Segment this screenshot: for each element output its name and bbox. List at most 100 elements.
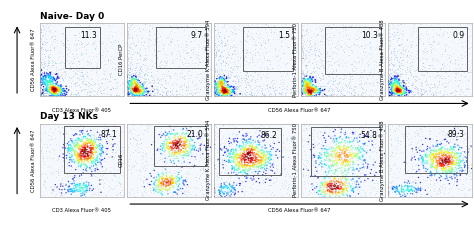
- Point: [165, 137, 173, 141]
- Point: [450, 147, 457, 151]
- Point: [398, 91, 405, 95]
- Point: [224, 190, 231, 194]
- Point: [98, 148, 106, 152]
- Point: [254, 135, 261, 139]
- Point: [55, 49, 63, 53]
- Point: [77, 77, 85, 81]
- Point: [257, 148, 264, 152]
- Point: [139, 132, 146, 136]
- Point: [195, 90, 203, 94]
- Point: [348, 139, 356, 143]
- Point: [433, 155, 441, 158]
- Point: [56, 90, 64, 94]
- Point: [417, 94, 425, 98]
- Point: [165, 178, 173, 182]
- Point: [98, 53, 106, 57]
- Point: [438, 164, 446, 168]
- Point: [182, 138, 189, 142]
- Point: [325, 87, 333, 90]
- Point: [299, 80, 306, 84]
- Point: [364, 126, 371, 129]
- Point: [389, 73, 397, 77]
- Point: [240, 168, 248, 172]
- Point: [438, 156, 446, 160]
- Point: [278, 148, 285, 152]
- Point: [324, 93, 331, 96]
- Point: [178, 153, 186, 156]
- Point: [76, 157, 83, 161]
- Point: [306, 78, 313, 81]
- Point: [172, 181, 180, 185]
- Point: [41, 81, 48, 84]
- Point: [56, 88, 64, 91]
- Point: [126, 83, 134, 87]
- Point: [328, 87, 336, 91]
- Point: [340, 182, 347, 186]
- Point: [278, 166, 285, 170]
- Point: [449, 147, 456, 151]
- Point: [451, 63, 459, 66]
- Point: [330, 33, 338, 37]
- Point: [298, 79, 306, 82]
- Point: [51, 86, 58, 90]
- Point: [176, 141, 184, 145]
- Point: [317, 184, 325, 188]
- Point: [427, 158, 435, 162]
- Point: [393, 85, 401, 89]
- Point: [408, 143, 415, 146]
- Point: [328, 179, 336, 183]
- Point: [170, 182, 177, 185]
- Point: [391, 79, 398, 82]
- Point: [258, 159, 265, 162]
- Point: [305, 137, 313, 140]
- Point: [83, 42, 91, 46]
- Point: [73, 189, 80, 193]
- Point: [447, 155, 454, 159]
- Point: [187, 55, 194, 59]
- Point: [60, 94, 68, 98]
- Point: [398, 189, 405, 192]
- Point: [222, 147, 230, 150]
- Point: [63, 185, 71, 189]
- Point: [323, 94, 330, 98]
- Point: [229, 94, 237, 98]
- Point: [418, 92, 426, 96]
- Point: [37, 36, 45, 40]
- Point: [443, 157, 451, 161]
- Point: [94, 130, 101, 134]
- Point: [77, 140, 84, 143]
- Point: [181, 188, 188, 192]
- Point: [304, 94, 312, 97]
- Point: [467, 68, 474, 72]
- Point: [182, 141, 190, 145]
- Point: [256, 143, 264, 146]
- Point: [267, 26, 275, 30]
- Point: [167, 40, 175, 44]
- Point: [301, 73, 308, 77]
- Point: [403, 135, 411, 138]
- Point: [425, 33, 432, 36]
- Point: [305, 93, 313, 97]
- Point: [370, 163, 378, 167]
- Point: [161, 79, 168, 83]
- Point: [317, 39, 324, 43]
- Point: [240, 137, 247, 141]
- Point: [210, 143, 218, 146]
- Point: [413, 190, 420, 194]
- Point: [290, 161, 298, 165]
- Point: [399, 32, 407, 35]
- Point: [333, 166, 341, 170]
- Point: [73, 145, 81, 149]
- Point: [68, 141, 76, 145]
- Point: [97, 136, 104, 139]
- Point: [151, 61, 159, 65]
- Point: [413, 79, 420, 82]
- Point: [106, 169, 114, 172]
- Point: [238, 136, 246, 139]
- Point: [311, 78, 319, 81]
- Point: [83, 152, 91, 156]
- Point: [137, 68, 145, 72]
- Point: [210, 74, 218, 78]
- Point: [230, 60, 237, 64]
- Point: [228, 84, 236, 88]
